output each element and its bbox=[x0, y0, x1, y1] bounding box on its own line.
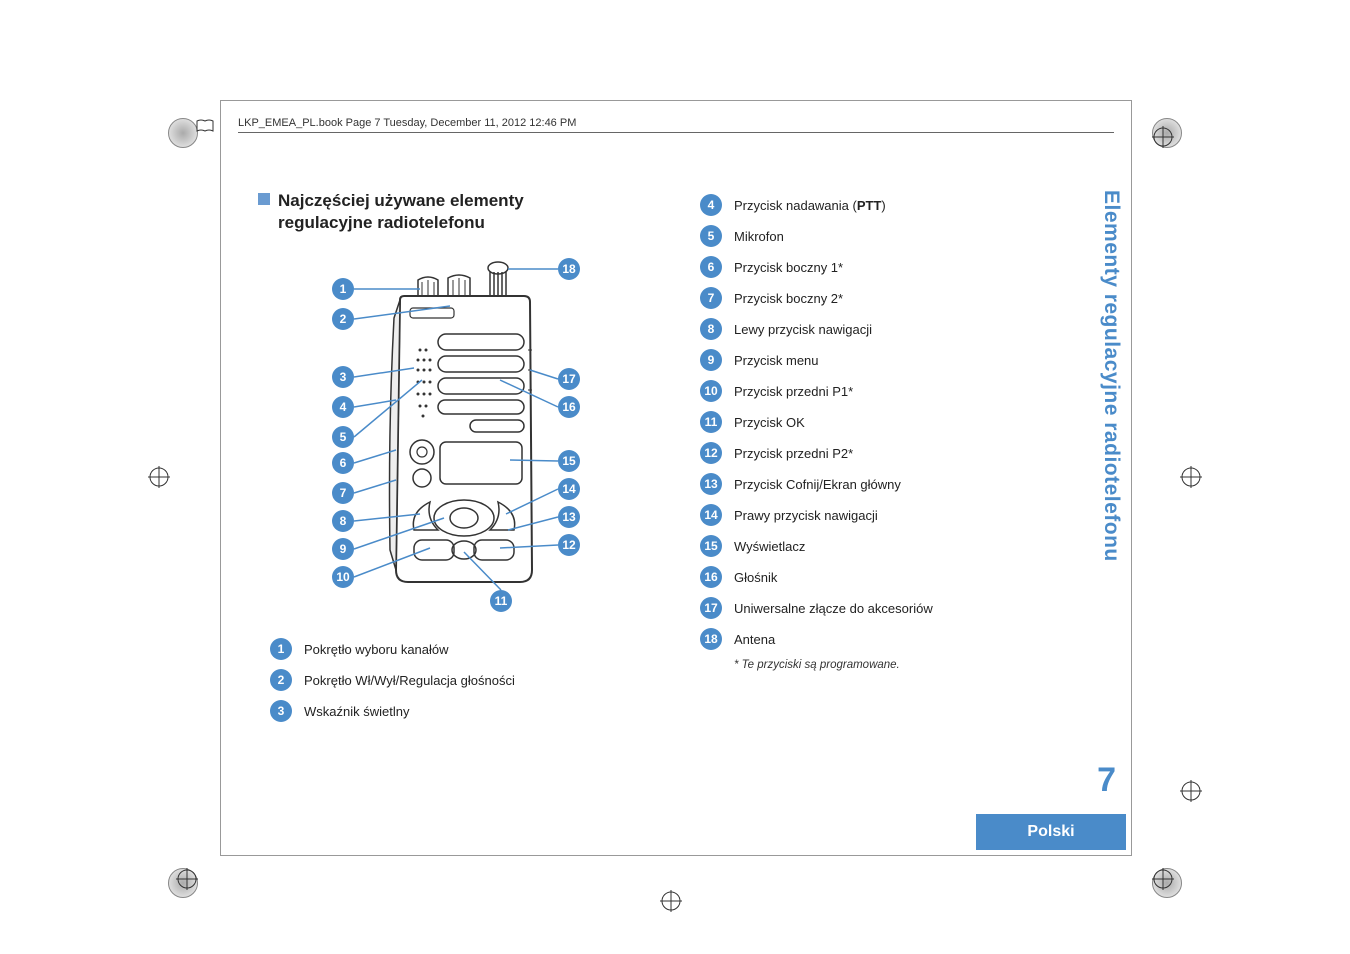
legend-left: 1 Pokrętło wyboru kanałów 2 Pokrętło Wł/Wył… bbox=[270, 638, 678, 722]
legend-item-16: 16 Głośnik bbox=[700, 566, 1020, 588]
legend-badge-2: 2 bbox=[270, 669, 292, 691]
legend-label: Przycisk menu bbox=[734, 353, 819, 368]
right-column: 4 Przycisk nadawania (PTT) 5 Mikrofon 6 Przyc… bbox=[700, 194, 1020, 671]
legend-item-5: 5 Mikrofon bbox=[700, 225, 1020, 247]
header-rule bbox=[238, 132, 1114, 133]
left-column: Najczęściej używane elementy regulacyjne… bbox=[258, 190, 678, 731]
language-tab: Polski bbox=[976, 814, 1126, 850]
legend-badge-18: 18 bbox=[700, 628, 722, 650]
legend-item-3: 3 Wskaźnik świetlny bbox=[270, 700, 678, 722]
legend-item-4: 4 Przycisk nadawania (PTT) bbox=[700, 194, 1020, 216]
legend-label: Pokrętło Wł/Wył/Regulacja głośności bbox=[304, 673, 515, 688]
legend-item-10: 10 Przycisk przedni P1* bbox=[700, 380, 1020, 402]
registration-mark bbox=[1152, 126, 1174, 148]
legend-badge-14: 14 bbox=[700, 504, 722, 526]
legend-item-13: 13 Przycisk Cofnij/Ekran główny bbox=[700, 473, 1020, 495]
legend-right: 4 Przycisk nadawania (PTT) 5 Mikrofon 6 Przyc… bbox=[700, 194, 1020, 650]
legend-item-1: 1 Pokrętło wyboru kanałów bbox=[270, 638, 678, 660]
language-label: Polski bbox=[1027, 823, 1074, 841]
legend-label: Prawy przycisk nawigacji bbox=[734, 508, 878, 523]
legend-item-12: 12 Przycisk przedni P2* bbox=[700, 442, 1020, 464]
legend-label: Wyświetlacz bbox=[734, 539, 805, 554]
legend-badge-17: 17 bbox=[700, 597, 722, 619]
legend-item-2: 2 Pokrętło Wł/Wył/Regulacja głośności bbox=[270, 669, 678, 691]
registration-mark bbox=[1180, 466, 1202, 488]
legend-badge-13: 13 bbox=[700, 473, 722, 495]
legend-badge-4: 4 bbox=[700, 194, 722, 216]
legend-label: Przycisk boczny 2* bbox=[734, 291, 843, 306]
legend-label: Przycisk nadawania (PTT) bbox=[734, 198, 886, 213]
legend-label: Antena bbox=[734, 632, 775, 647]
legend-item-11: 11 Przycisk OK bbox=[700, 411, 1020, 433]
legend-badge-9: 9 bbox=[700, 349, 722, 371]
legend-badge-7: 7 bbox=[700, 287, 722, 309]
legend-badge-10: 10 bbox=[700, 380, 722, 402]
radio-diagram: 123456789101817161514131211 bbox=[310, 250, 600, 620]
legend-badge-5: 5 bbox=[700, 225, 722, 247]
registration-mark bbox=[148, 466, 170, 488]
legend-label: Przycisk przedni P2* bbox=[734, 446, 853, 461]
legend-item-14: 14 Prawy przycisk nawigacji bbox=[700, 504, 1020, 526]
book-icon bbox=[196, 119, 214, 133]
registration-mark bbox=[176, 868, 198, 890]
section-title: Najczęściej używane elementy regulacyjne… bbox=[258, 190, 678, 234]
legend-label: Przycisk przedni P1* bbox=[734, 384, 853, 399]
section-title-line2: regulacyjne radiotelefonu bbox=[278, 213, 485, 232]
legend-badge-12: 12 bbox=[700, 442, 722, 464]
legend-label: Mikrofon bbox=[734, 229, 784, 244]
legend-badge-16: 16 bbox=[700, 566, 722, 588]
legend-label: Przycisk boczny 1* bbox=[734, 260, 843, 275]
radio-svg bbox=[310, 250, 600, 610]
legend-label: Lewy przycisk nawigacji bbox=[734, 322, 872, 337]
footnote: * Te przyciski są programowane. bbox=[734, 659, 1020, 671]
legend-badge-8: 8 bbox=[700, 318, 722, 340]
side-tab-text: Elementy regulacyjne radiotelefonu bbox=[1099, 190, 1123, 562]
section-marker-icon bbox=[258, 193, 270, 205]
legend-badge-3: 3 bbox=[270, 700, 292, 722]
crop-corner bbox=[168, 118, 198, 148]
legend-label: Uniwersalne złącze do akcesoriów bbox=[734, 601, 933, 616]
legend-label: Przycisk Cofnij/Ekran główny bbox=[734, 477, 901, 492]
legend-badge-11: 11 bbox=[700, 411, 722, 433]
registration-mark bbox=[1152, 868, 1174, 890]
page-number: 7 bbox=[1097, 761, 1116, 800]
legend-item-6: 6 Przycisk boczny 1* bbox=[700, 256, 1020, 278]
legend-item-8: 8 Lewy przycisk nawigacji bbox=[700, 318, 1020, 340]
legend-label: Głośnik bbox=[734, 570, 777, 585]
legend-badge-1: 1 bbox=[270, 638, 292, 660]
section-title-line1: Najczęściej używane elementy bbox=[278, 191, 524, 210]
legend-badge-15: 15 bbox=[700, 535, 722, 557]
legend-item-15: 15 Wyświetlacz bbox=[700, 535, 1020, 557]
legend-item-18: 18 Antena bbox=[700, 628, 1020, 650]
side-tab: Elementy regulacyjne radiotelefonu bbox=[1096, 190, 1126, 670]
registration-mark bbox=[660, 890, 682, 912]
legend-label: Pokrętło wyboru kanałów bbox=[304, 642, 449, 657]
legend-item-9: 9 Przycisk menu bbox=[700, 349, 1020, 371]
legend-label: Przycisk OK bbox=[734, 415, 805, 430]
registration-mark bbox=[1180, 780, 1202, 802]
legend-label: Wskaźnik świetlny bbox=[304, 704, 409, 719]
legend-badge-6: 6 bbox=[700, 256, 722, 278]
legend-item-7: 7 Przycisk boczny 2* bbox=[700, 287, 1020, 309]
header-text: LKP_EMEA_PL.book Page 7 Tuesday, Decembe… bbox=[238, 117, 576, 129]
legend-item-17: 17 Uniwersalne złącze do akcesoriów bbox=[700, 597, 1020, 619]
